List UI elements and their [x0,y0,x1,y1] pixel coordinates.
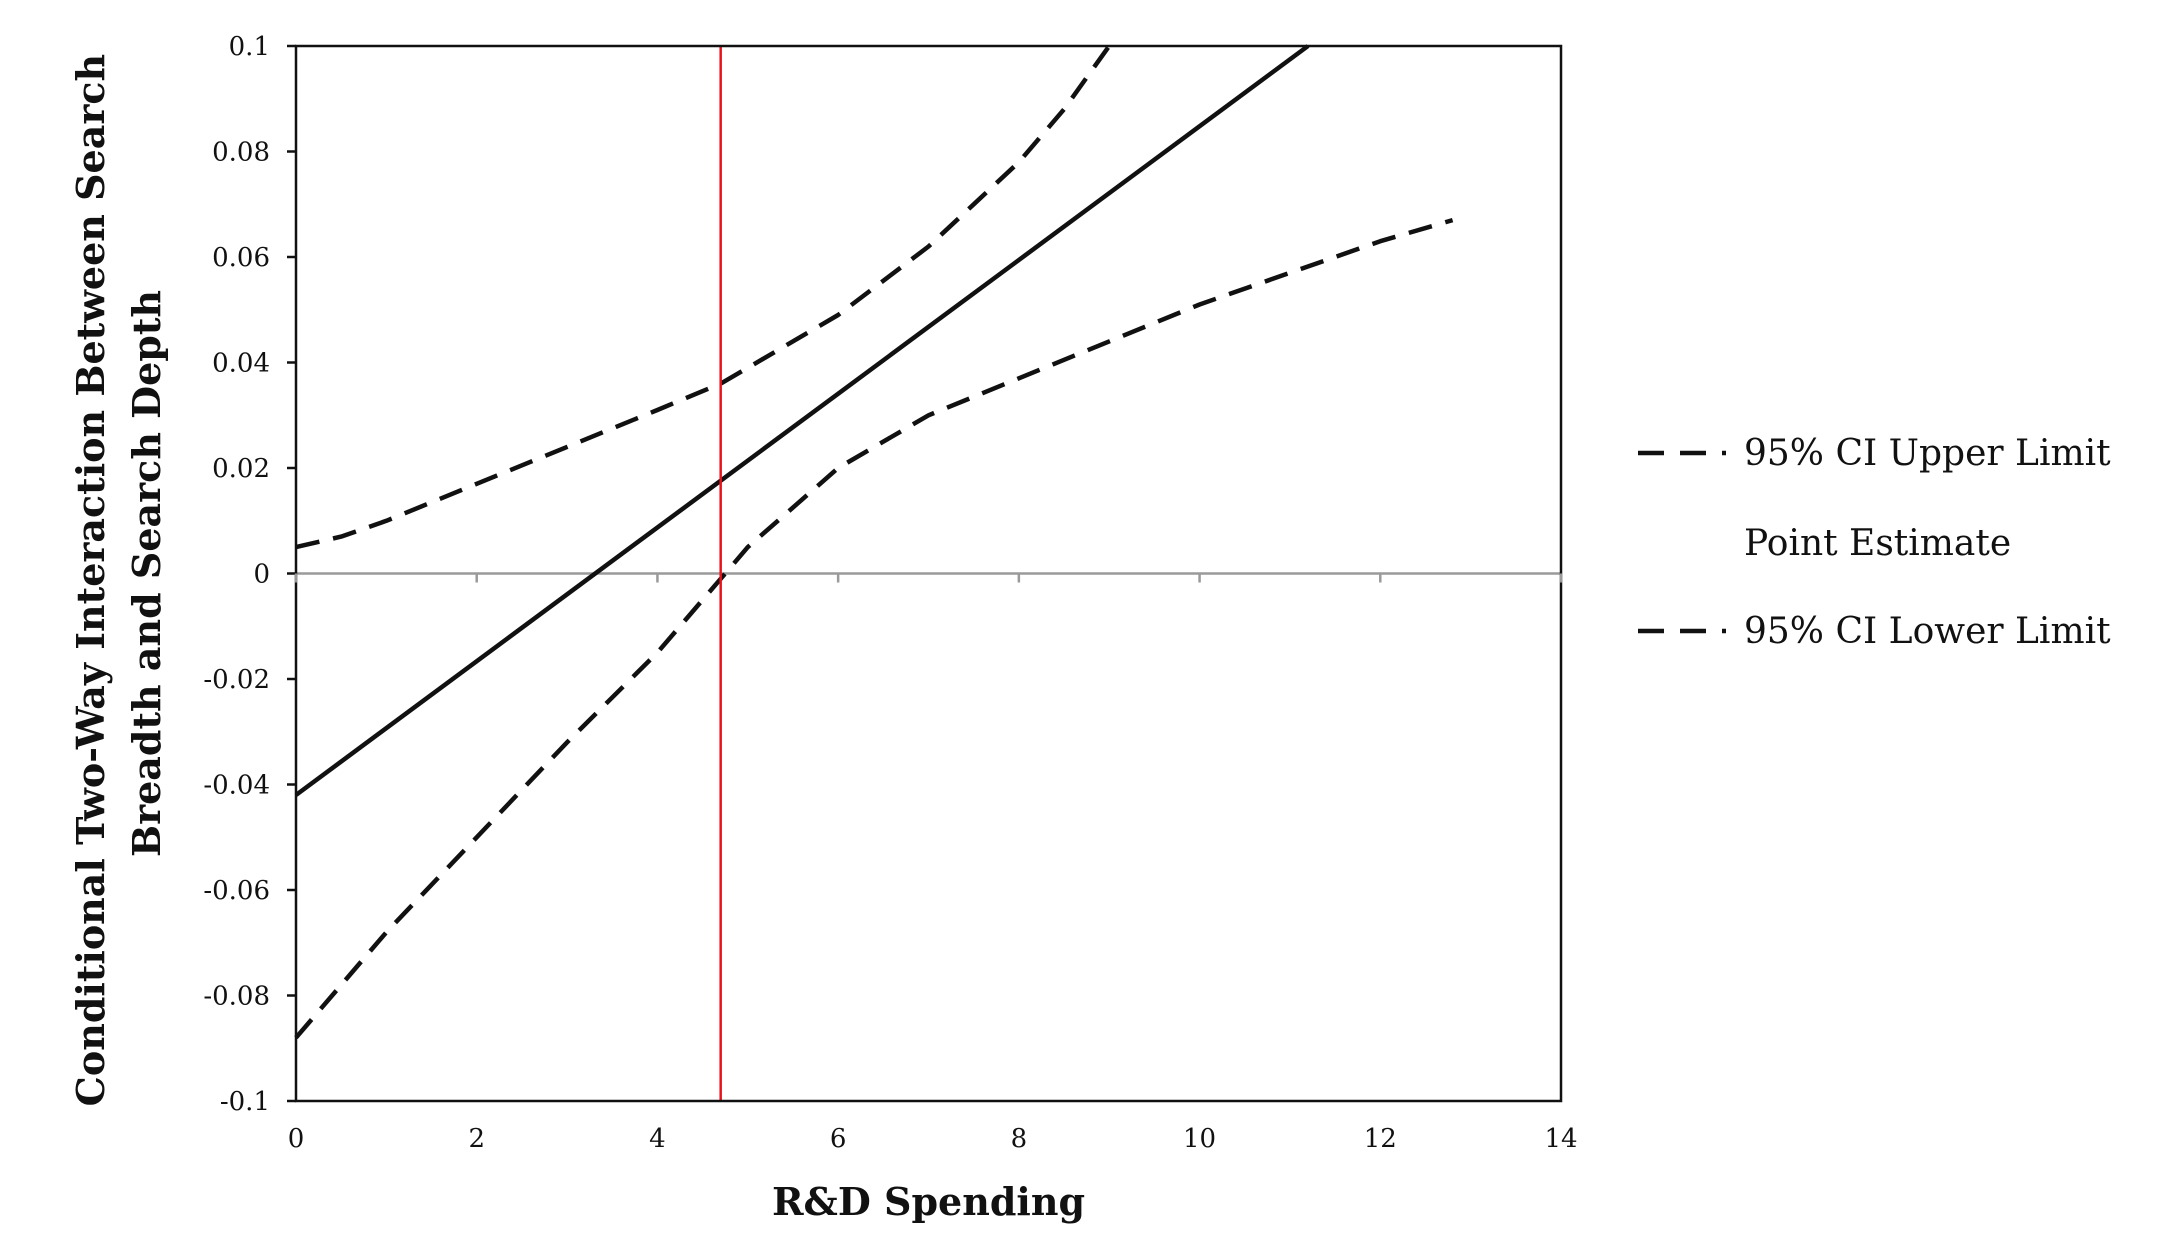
y-tick-label: -0.06 [203,876,270,906]
y-axis-title: Conditional Two-Way Interaction Between … [68,41,169,1107]
y-tick-label: 0.04 [212,349,270,379]
series-line-95-ci-lower-limit [294,217,1454,1040]
legend-label-point-estimate: Point Estimate [1744,523,2011,564]
series-line-point-estimate [294,44,1310,797]
x-tick-label: 12 [1364,1124,1397,1154]
y-tick-label: 0.08 [212,138,270,168]
y-axis-title-line-1: Conditional Two-Way Interaction Between … [68,54,113,1107]
legend-label-upper: 95% CI Upper Limit [1744,433,2111,474]
x-tick-label: 6 [830,1124,847,1154]
x-tick-label: 8 [1011,1124,1028,1154]
y-tick-label: 0.06 [212,243,270,273]
legend: 95% CI Upper Limit Point Estimate 95% CI… [1638,433,2111,652]
y-tick-label: -0.04 [203,771,270,801]
plot-area [294,44,1561,1101]
x-axis-title: R&D Spending [772,1179,1085,1224]
y-tick-label: 0.1 [229,32,270,62]
x-tick-label: 4 [649,1124,666,1154]
y-tick-label: 0.02 [212,454,270,484]
y-tick-label: 0 [253,560,270,590]
axes: -0.1 -0.08 -0.06 -0.04 -0.02 0 0.02 0.04 0.06 0.0… [203,32,1577,1154]
x-tick-label: 0 [288,1124,305,1154]
x-tick-label: 14 [1544,1124,1577,1154]
legend-label-lower: 95% CI Lower Limit [1744,611,2111,652]
y-tick-label: -0.08 [203,982,270,1012]
y-tick-label: -0.02 [203,665,270,695]
series-line-95-ci-upper-limit [295,44,1112,550]
x-tick-label: 10 [1183,1124,1216,1154]
y-axis-title-line-2: Breadth and Search Depth [124,290,169,857]
y-tick-label: -0.1 [220,1087,270,1117]
x-tick-label: 2 [468,1124,485,1154]
